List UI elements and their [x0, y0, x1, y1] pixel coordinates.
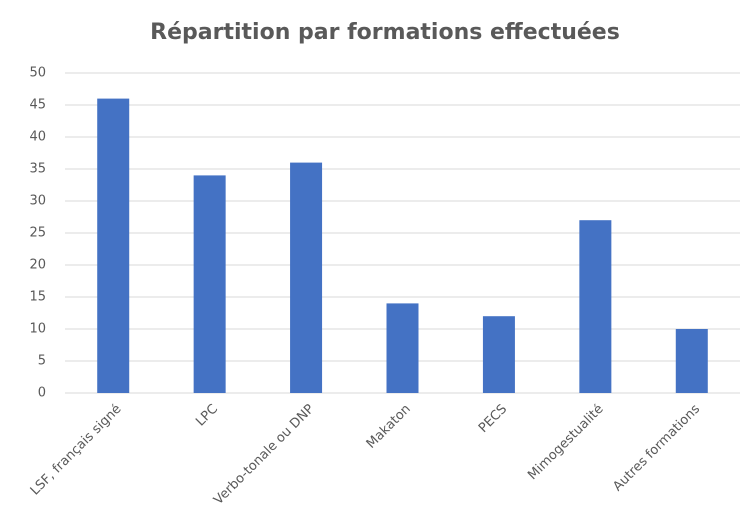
bar [193, 175, 226, 393]
x-tick-label: PECS [476, 402, 510, 436]
x-tick-label: Makaton [364, 402, 414, 452]
x-tick-label: Mimogestualité [525, 402, 606, 483]
y-tick-label: 5 [38, 354, 46, 369]
y-tick-label: 0 [38, 386, 46, 401]
y-tick-label: 45 [29, 98, 46, 113]
y-tick-label: 50 [29, 66, 46, 81]
bar [579, 220, 612, 393]
y-tick-label: 10 [29, 322, 46, 337]
y-tick-label: 20 [29, 258, 46, 273]
x-tick-label: Autres formations [610, 402, 703, 495]
x-tick-label: Verbo-tonale ou DNP [211, 402, 317, 508]
y-tick-label: 25 [29, 226, 46, 241]
y-tick-label: 35 [29, 162, 46, 177]
chart-title: Répartition par formations effectuées [150, 20, 620, 45]
x-tick-label: LSF, français signé [28, 402, 125, 499]
x-tick-label: LPC [193, 402, 221, 430]
y-tick-label: 40 [29, 130, 46, 145]
bar [675, 329, 708, 393]
bar [386, 303, 419, 393]
y-tick-label: 30 [29, 194, 46, 209]
y-tick-label: 15 [29, 290, 46, 305]
bar [482, 316, 515, 393]
bar [290, 162, 323, 393]
bar [97, 98, 130, 393]
